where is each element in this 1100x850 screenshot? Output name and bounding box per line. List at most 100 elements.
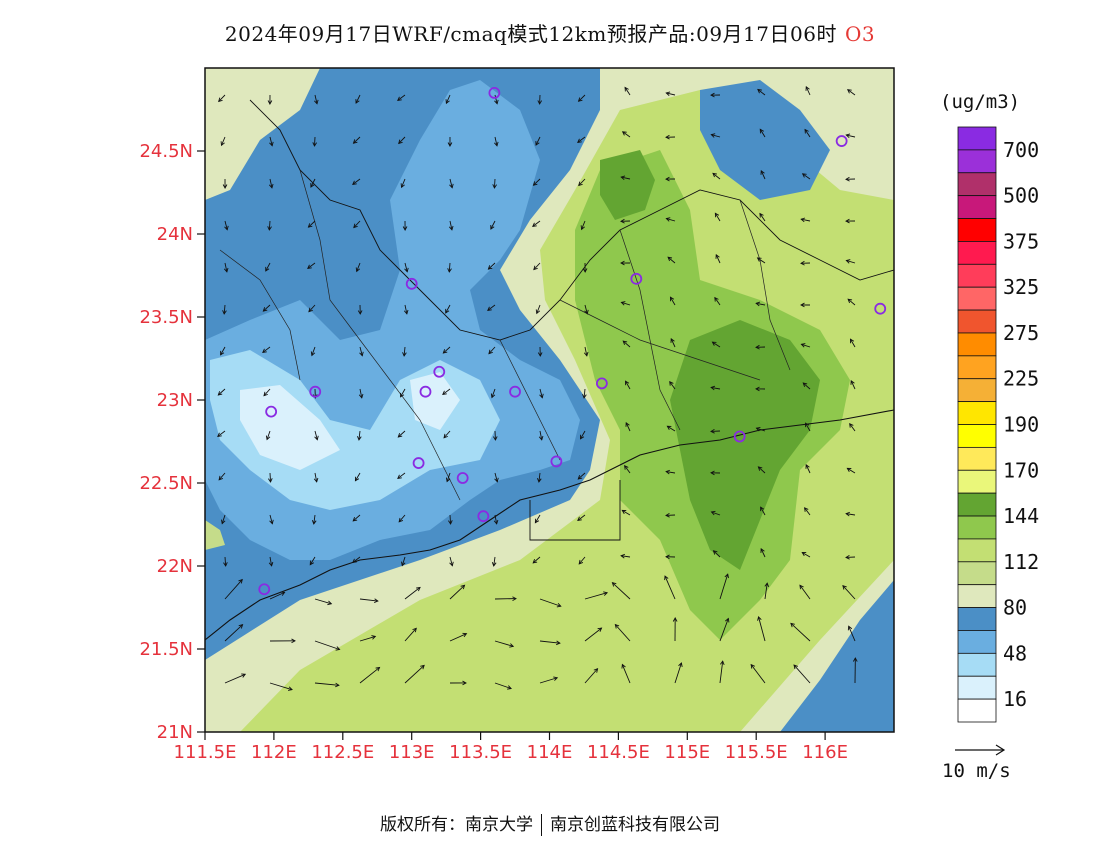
wind-arrow-head <box>847 625 853 631</box>
wind-arrow <box>621 176 631 180</box>
wind-arrow-head <box>217 391 223 396</box>
wind-arrow-head <box>537 352 543 357</box>
wind-arrow-head <box>760 169 765 175</box>
wind-arrow <box>220 346 226 356</box>
wind-arrow <box>846 260 856 264</box>
contour-se-blue <box>780 580 894 732</box>
legend-swatch <box>957 584 997 608</box>
wind-arrow-head <box>597 627 603 632</box>
wind-arrow <box>224 220 228 230</box>
legend-swatch <box>957 607 997 631</box>
wind-arrow <box>750 664 766 684</box>
contour-dark-north <box>600 150 655 220</box>
wind-arrow-head <box>238 624 244 629</box>
wind-arrow <box>404 627 417 642</box>
wind-arrow <box>217 430 226 437</box>
wind-arrow <box>224 262 228 272</box>
legend-level-label: 190 <box>1003 413 1039 437</box>
wind-arrow <box>759 213 766 222</box>
title-text: 2024年09月17日WRF/cmaq模式12km预报产品:09月17日06时 <box>224 22 837 46</box>
wind-arrow <box>224 624 243 642</box>
wind-arrow-head <box>291 638 296 644</box>
wind-arrow <box>719 574 729 600</box>
wind-arrow <box>449 514 452 525</box>
wind-arrow-head <box>755 301 761 307</box>
wind-arrow <box>269 178 273 188</box>
footer-company: 南京创蓝科技有限公司 <box>550 815 720 835</box>
wind-arrow-head <box>799 584 804 590</box>
wind-arrow-head <box>538 435 544 441</box>
wind-arrow-head <box>445 477 451 483</box>
wind-arrow <box>353 220 361 228</box>
footer-owner: 版权所有：南京大学 <box>380 815 533 835</box>
wind-arrow <box>442 388 451 395</box>
wind-arrow <box>714 297 721 306</box>
wind-arrow-head <box>494 141 499 147</box>
wind-arrow <box>666 92 676 96</box>
wind-arrow-head <box>267 226 272 231</box>
wind-arrow-head <box>845 511 851 517</box>
station-marker <box>733 430 746 443</box>
wind-arrow-head <box>354 476 360 482</box>
wind-arrow-head <box>845 176 850 182</box>
wind-arrow-head <box>280 591 286 596</box>
legend-swatch <box>957 401 997 425</box>
wind-arrow <box>539 640 560 644</box>
wind-arrow <box>352 514 361 522</box>
wind-arrow-head <box>312 142 317 147</box>
wind-arrow <box>539 598 561 607</box>
wind-arrow <box>358 430 361 440</box>
wind-arrow <box>624 87 631 96</box>
wind-arrow-head <box>313 477 319 483</box>
wind-arrow <box>352 178 361 185</box>
wind-arrow <box>314 682 339 686</box>
legend-level-label: 375 <box>1003 229 1039 253</box>
wind-arrow <box>400 388 406 398</box>
wind-arrow-head <box>614 623 620 629</box>
wind-arrow <box>309 556 316 565</box>
wind-arrow <box>445 94 451 104</box>
station-marker <box>405 277 418 290</box>
wind-arrow-head <box>801 173 807 178</box>
wind-arrow-head <box>238 578 243 584</box>
wind-arrow <box>664 575 676 600</box>
wind-arrow <box>493 556 496 566</box>
wind-arrow <box>263 388 271 397</box>
wind-arrow-head <box>625 380 630 386</box>
wind-arrow <box>269 514 273 524</box>
wind-arrow-head <box>849 422 854 428</box>
wind-arrow-head <box>665 176 670 182</box>
wind-arrow <box>449 633 467 642</box>
wind-arrow-head <box>764 582 770 588</box>
wind-arrow <box>757 89 766 96</box>
wind-arrow-head <box>268 478 273 483</box>
wind-arrow <box>804 129 811 138</box>
wind-arrow <box>584 627 602 642</box>
wind-arrow <box>311 346 316 356</box>
wind-arrow-head <box>802 382 808 387</box>
wind-arrow-head <box>398 139 403 145</box>
wind-arrow <box>445 304 451 314</box>
wind-arrow-head <box>220 350 225 356</box>
longitude-axis: 111.5E 112E 112.5E 113E 113.5E 114E 114.5E 115E… <box>174 732 848 763</box>
wind-arrow <box>307 262 316 269</box>
wind-arrow <box>401 178 406 188</box>
wind-arrow-head <box>400 392 405 398</box>
station-marker <box>309 385 322 398</box>
wind-arrow-head <box>222 310 227 315</box>
legend-swatch <box>957 698 997 723</box>
wind-arrow-head <box>445 99 450 105</box>
wind-arrow-head <box>620 175 626 181</box>
wind-arrow-head <box>625 421 630 427</box>
wind-arrow-head <box>800 343 806 348</box>
title-species: O3 <box>844 22 876 46</box>
wind-arrow <box>625 380 631 390</box>
wind-arrow <box>674 662 682 684</box>
wind-arrow-head <box>492 436 498 441</box>
wind-arrow <box>711 511 721 516</box>
wind-arrow <box>397 472 406 479</box>
wind-arrow <box>266 430 271 440</box>
wind-arrow <box>622 510 631 516</box>
wind-arrow-head <box>757 88 762 94</box>
wind-arrow-head <box>842 584 847 590</box>
